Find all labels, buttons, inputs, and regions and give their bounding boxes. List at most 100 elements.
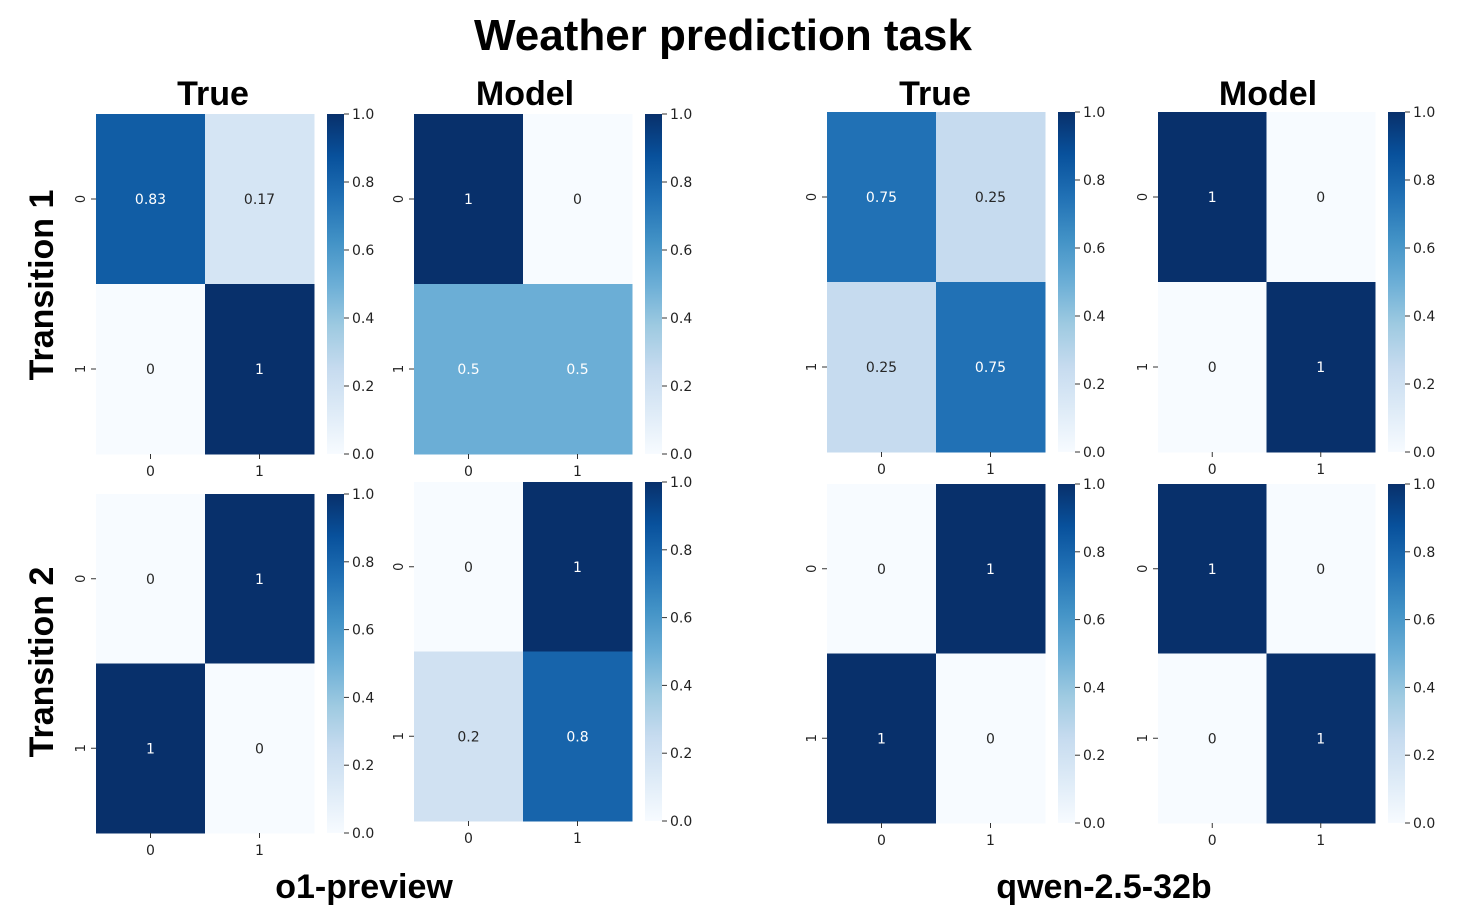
heatmap-panel: 1 0 0 1 0 1 0 1 0.0 0.2 0.4 0.6 0.8 1.0: [1136, 105, 1435, 478]
colorbar-tick-label: 0.8: [1413, 173, 1435, 189]
cell-annotation: 0: [146, 362, 155, 378]
heatmap-cell: [827, 282, 937, 453]
x-tick-label: 1: [255, 843, 264, 859]
cell-annotation: 1: [1208, 562, 1217, 578]
colorbar: [1058, 484, 1075, 823]
colorbar-tick-label: 0.4: [352, 311, 374, 327]
heatmap-panel: 0 1 0.2 0.8 0 1 0 1 0.0 0.2 0.4 0.6 0.8 1.0: [392, 475, 692, 847]
x-tick-label: 1: [1316, 833, 1325, 849]
figure-title: Weather prediction task: [474, 11, 973, 60]
cell-annotation: 0: [1208, 731, 1217, 747]
heatmap-cell: [96, 114, 206, 285]
cell-annotation: 1: [877, 731, 886, 747]
colorbar-tick-label: 1.0: [352, 487, 374, 503]
x-tick-label: 0: [146, 464, 155, 480]
cell-annotation: 0: [877, 562, 886, 578]
cell-annotation: 0: [1208, 360, 1217, 376]
colorbar-tick-label: 0.2: [1083, 748, 1105, 764]
colorbar: [1388, 112, 1405, 452]
colorbar-tick-label: 0.4: [670, 311, 692, 327]
colorbar-tick-label: 0.6: [670, 611, 692, 627]
heatmap-cell: [1266, 282, 1376, 453]
colorbar-tick-label: 0.8: [1083, 173, 1105, 189]
cell-annotation: 0: [146, 572, 155, 588]
heatmap-cell: [1158, 484, 1267, 654]
colorbar-tick-label: 0.8: [670, 175, 692, 191]
x-tick-label: 1: [1316, 462, 1325, 478]
colorbar-tick-label: 0.0: [670, 447, 692, 463]
heatmap-panels: 0.83 0.17 0 1 0 1 0 1 0.0 0.2 0.4 0.6 0.8 1.0 1 0 0.5 0.5…: [74, 105, 1435, 859]
heatmap-cell: [523, 482, 633, 652]
y-tick-label: 1: [805, 363, 820, 371]
heatmap-cell: [827, 484, 937, 654]
colorbar: [327, 114, 344, 454]
cell-annotation: 0: [1316, 190, 1325, 206]
y-tick-label: 0: [1136, 565, 1151, 573]
y-tick-label: 1: [392, 732, 407, 740]
colorbar-tick-label: 0.2: [670, 379, 692, 395]
colorbar: [327, 494, 344, 833]
heatmap-cell: [1266, 112, 1376, 283]
x-tick-label: 1: [573, 831, 582, 847]
y-tick-label: 0: [74, 575, 89, 583]
column-label-3: True: [899, 75, 971, 113]
colorbar: [645, 114, 662, 454]
colorbar-tick-label: 0.8: [1083, 545, 1105, 561]
heatmap-panel: 1 0 0.5 0.5 0 1 0 1 0.0 0.2 0.4 0.6 0.8 1.0: [392, 107, 692, 480]
cell-annotation: 0.83: [135, 192, 166, 208]
colorbar-tick-label: 0.2: [1083, 377, 1105, 393]
y-tick-label: 0: [392, 563, 407, 571]
row-label-transition-2: Transition 2: [23, 567, 61, 758]
y-tick-label: 1: [74, 365, 89, 373]
x-tick-label: 0: [877, 833, 886, 849]
cell-annotation: 1: [255, 362, 264, 378]
y-tick-label: 1: [805, 734, 820, 742]
colorbar-tick-label: 0.4: [1083, 309, 1105, 325]
colorbar-tick-label: 0.8: [352, 175, 374, 191]
heatmap-cell: [936, 112, 1046, 283]
heatmap-cell: [96, 663, 206, 834]
y-tick-label: 0: [392, 195, 407, 203]
x-tick-label: 1: [255, 464, 264, 480]
x-tick-label: 1: [986, 833, 995, 849]
heatmap-cell: [205, 494, 315, 664]
heatmap-cell: [936, 653, 1046, 824]
cell-annotation: 0: [573, 192, 582, 208]
x-tick-label: 0: [464, 831, 473, 847]
colorbar-tick-label: 0.0: [670, 814, 692, 830]
heatmap-cell: [1158, 112, 1267, 283]
cell-annotation: 0: [464, 560, 473, 576]
colorbar-tick-label: 0.6: [352, 623, 374, 639]
heatmap-panel: 0 1 1 0 0 1 0 1 0.0 0.2 0.4 0.6 0.8 1.0: [74, 487, 374, 859]
y-tick-label: 0: [74, 195, 89, 203]
colorbar-tick-label: 0.0: [352, 447, 374, 463]
colorbar-tick-label: 0.6: [670, 243, 692, 259]
x-tick-label: 1: [573, 464, 582, 480]
colorbar-tick-label: 0.0: [1083, 445, 1105, 461]
cell-annotation: 0.5: [566, 362, 588, 378]
x-tick-label: 0: [1208, 833, 1217, 849]
heatmap-cell: [414, 284, 524, 455]
colorbar-tick-label: 0.6: [352, 243, 374, 259]
cell-annotation: 1: [986, 562, 995, 578]
x-tick-label: 0: [877, 462, 886, 478]
cell-annotation: 0: [255, 741, 264, 757]
colorbar: [645, 482, 662, 821]
heatmap-cell: [96, 284, 206, 455]
heatmap-cell: [414, 482, 524, 652]
heatmap-cell: [1158, 653, 1267, 824]
group-label-qwen: qwen-2.5-32b: [996, 868, 1211, 906]
cell-annotation: 0.8: [566, 729, 588, 745]
x-tick-label: 0: [1208, 462, 1217, 478]
cell-annotation: 0.2: [457, 729, 479, 745]
heatmap-cell: [96, 494, 206, 664]
heatmap-cell: [523, 651, 633, 822]
cell-annotation: 1: [573, 560, 582, 576]
colorbar-tick-label: 1.0: [670, 107, 692, 123]
colorbar-tick-label: 0.8: [1413, 545, 1435, 561]
colorbar-tick-label: 1.0: [670, 475, 692, 491]
cell-annotation: 1: [146, 741, 155, 757]
cell-annotation: 1: [1208, 190, 1217, 206]
colorbar-tick-label: 0.0: [1083, 816, 1105, 832]
x-tick-label: 0: [146, 843, 155, 859]
